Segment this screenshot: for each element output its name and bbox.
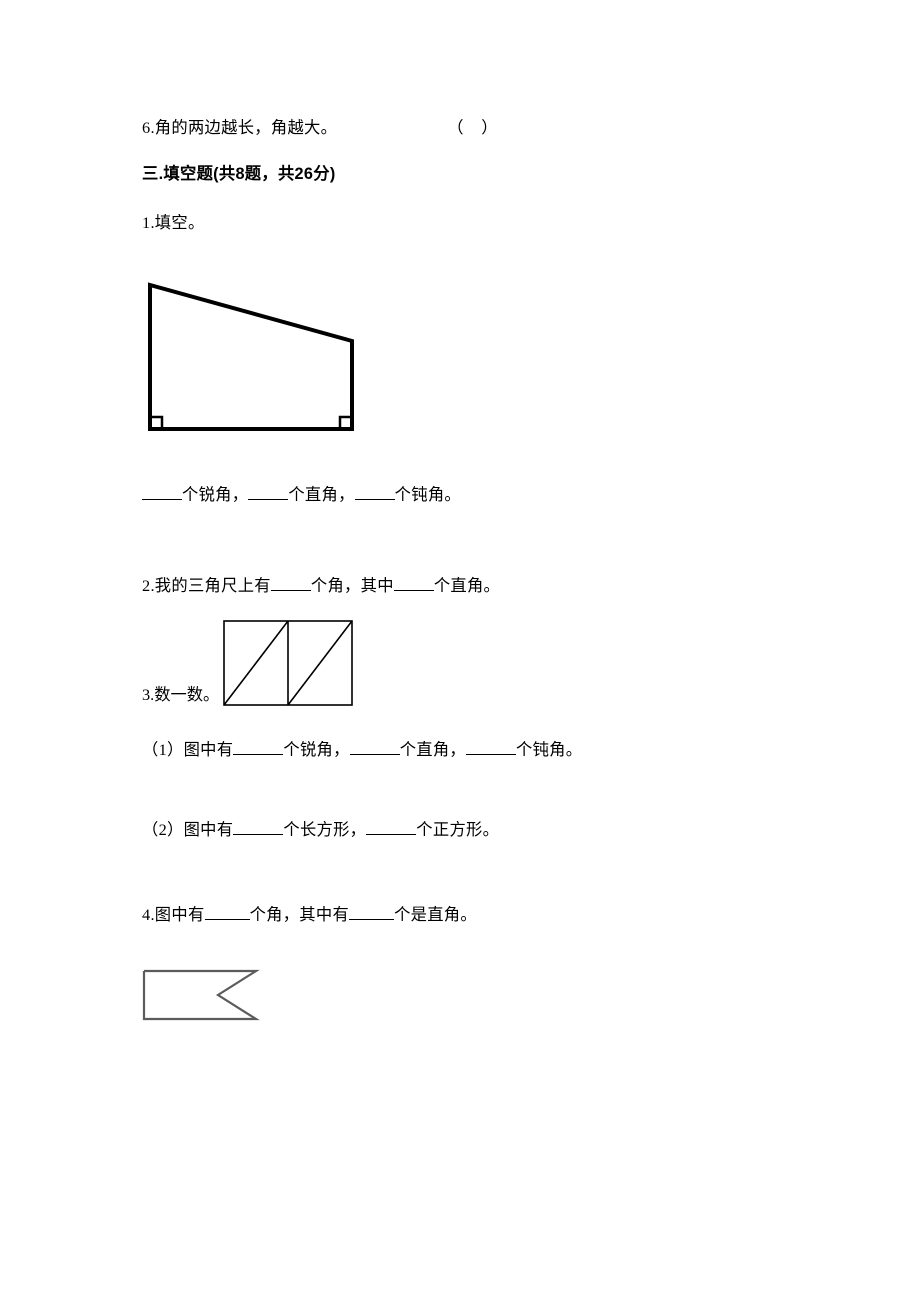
- blank-input[interactable]: [248, 483, 288, 499]
- q1-t3: 个钝角。: [395, 485, 461, 504]
- q3-1-p2: 个直角，: [400, 740, 466, 759]
- q2-t2: 个角，其中: [311, 576, 394, 595]
- blank-input[interactable]: [233, 739, 283, 755]
- q4-t2: 个角，其中有: [250, 905, 350, 924]
- q4-t3: 个是直角。: [394, 905, 477, 924]
- blank-input[interactable]: [233, 818, 283, 834]
- q3-2-p2: 个正方形。: [416, 820, 499, 839]
- blank-input[interactable]: [349, 903, 394, 919]
- blank-input[interactable]: [355, 483, 395, 499]
- blank-input[interactable]: [366, 818, 416, 834]
- rect-diagonals-icon: [223, 620, 353, 706]
- q3-label: 3.数一数。: [142, 681, 219, 711]
- question-2: 2.我的三角尺上有 个角，其中 个直角。: [142, 573, 780, 598]
- q6-text: 6.角的两边越长，角越大。: [142, 118, 337, 137]
- q1-figure: [144, 279, 780, 442]
- q3-1-p0: （1）图中有: [142, 740, 233, 759]
- q3-figure: [223, 620, 353, 711]
- section-3-header: 三.填空题(共8题，共26分): [142, 162, 780, 187]
- q3-1-p3: 个钝角。: [516, 740, 582, 759]
- question-6: 6.角的两边越长，角越大。 （ ）: [142, 115, 780, 140]
- q1-t2: 个直角，: [288, 485, 354, 504]
- q3-line2: （2）图中有 个长方形， 个正方形。: [142, 817, 780, 842]
- q4-figure: [140, 967, 780, 1028]
- q1-blanks-line: 个锐角， 个直角， 个钝角。: [142, 482, 780, 507]
- q1-head: 1.填空。: [142, 210, 780, 235]
- blank-input[interactable]: [271, 575, 311, 591]
- q1-t1: 个锐角，: [182, 485, 248, 504]
- q2-t1: 2.我的三角尺上有: [142, 576, 271, 595]
- blank-input[interactable]: [205, 903, 250, 919]
- question-4: 4.图中有 个角，其中有 个是直角。: [142, 902, 780, 927]
- q4-t1: 4.图中有: [142, 905, 205, 924]
- q3-2-p0: （2）图中有: [142, 820, 233, 839]
- paren-open: （: [447, 118, 464, 137]
- flag-polygon-icon: [140, 967, 260, 1023]
- q3-2-p1: 个长方形，: [283, 820, 366, 839]
- blank-input[interactable]: [466, 739, 516, 755]
- q2-t3: 个直角。: [434, 576, 500, 595]
- q3-1-p1: 个锐角，: [283, 740, 349, 759]
- question-3-row: 3.数一数。: [142, 620, 780, 711]
- trapezoid-icon: [144, 279, 359, 437]
- q3-line1: （1）图中有 个锐角， 个直角， 个钝角。: [142, 737, 780, 762]
- paren-close: ）: [481, 118, 498, 137]
- blank-input[interactable]: [350, 739, 400, 755]
- blank-input[interactable]: [394, 575, 434, 591]
- blank-input[interactable]: [142, 483, 182, 499]
